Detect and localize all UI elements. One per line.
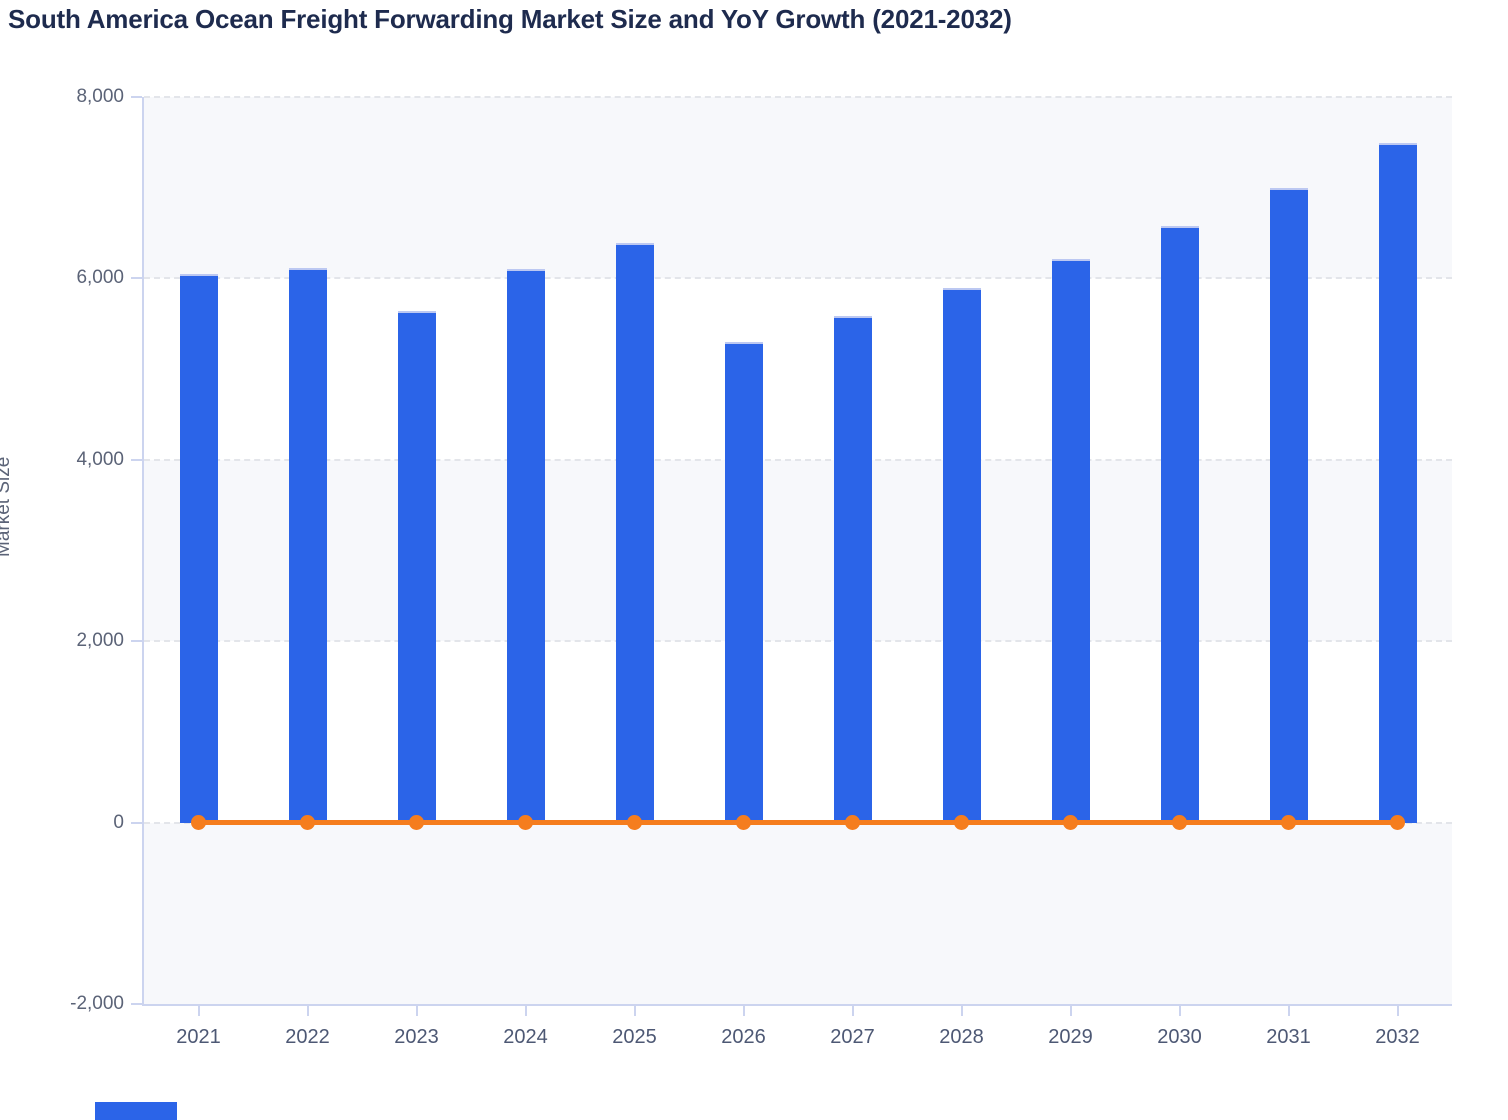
y-tick-label: -2,000: [70, 993, 124, 1014]
bar-2028[interactable]: [942, 288, 981, 823]
x-tick-label-2022: 2022: [285, 1026, 330, 1048]
bar-2023[interactable]: [397, 311, 436, 823]
x-tick-mark: [960, 1006, 963, 1016]
bar-2030[interactable]: [1160, 225, 1199, 823]
gridline: [144, 96, 1452, 98]
x-tick-mark: [1396, 1006, 1399, 1016]
bar-2029[interactable]: [1051, 259, 1090, 823]
x-axis-line: [142, 1004, 1452, 1006]
gridline: [144, 640, 1452, 643]
x-tick-label-2024: 2024: [503, 1026, 548, 1048]
bar-2032[interactable]: [1378, 143, 1417, 823]
x-tick-label-2030: 2030: [1157, 1026, 1202, 1048]
x-tick-mark: [197, 1006, 200, 1016]
y-tick-mark: [131, 1003, 142, 1005]
y-tick-mark: [131, 277, 142, 280]
x-tick-label-2025: 2025: [612, 1026, 657, 1048]
y-tick-label: 0: [113, 811, 124, 833]
x-tick-label-2028: 2028: [939, 1026, 984, 1048]
y-tick-label: 8,000: [76, 86, 124, 107]
bar-2022[interactable]: [288, 268, 327, 823]
y-tick-label: 4,000: [76, 448, 124, 470]
yoy-point-2027[interactable]: [845, 815, 860, 831]
gridline: [144, 458, 1452, 461]
plot-band: [144, 459, 1452, 642]
gridline: [144, 277, 1452, 280]
y-tick-label: 2,000: [76, 630, 124, 652]
yoy-point-2022[interactable]: [300, 815, 315, 831]
plot-area: 8,000 6,000 4,000 2,000 0 -2,000 2021 2022 2023…: [70, 86, 1452, 1048]
yoy-point-2029[interactable]: [1063, 815, 1078, 831]
chart-title: South America Ocean Freight Forwarding M…: [8, 4, 1012, 34]
x-tick-label-2027: 2027: [830, 1026, 875, 1048]
bar-2026[interactable]: [724, 341, 763, 823]
x-tick-mark: [851, 1006, 854, 1016]
y-tick-label: 6,000: [76, 267, 124, 289]
yoy-point-2032[interactable]: [1390, 815, 1405, 831]
yoy-point-2025[interactable]: [627, 815, 642, 831]
x-tick-mark: [524, 1006, 527, 1016]
bar-2024[interactable]: [506, 269, 545, 823]
x-tick-label-2023: 2023: [394, 1026, 439, 1048]
x-tick-mark: [1287, 1006, 1290, 1016]
bar-2025[interactable]: [615, 243, 654, 823]
x-tick-label-2032: 2032: [1375, 1026, 1420, 1048]
bar-2027[interactable]: [833, 315, 872, 823]
y-tick-mark: [131, 821, 142, 824]
x-tick-mark: [1069, 1006, 1072, 1016]
yoy-point-2031[interactable]: [1281, 815, 1296, 831]
x-tick-label-2031: 2031: [1266, 1026, 1311, 1048]
yoy-point-2030[interactable]: [1172, 815, 1187, 831]
y-axis-title: Market Size: [0, 456, 14, 557]
x-tick-label-2026: 2026: [721, 1026, 766, 1048]
yoy-point-2024[interactable]: [518, 815, 533, 831]
bar-2021[interactable]: [179, 273, 218, 823]
plot-band: [144, 822, 1452, 1004]
x-tick-mark: [306, 1006, 309, 1016]
yoy-growth-line: [198, 820, 1398, 826]
yoy-point-2021[interactable]: [191, 815, 206, 831]
x-tick-mark: [633, 1006, 636, 1016]
y-axis-line: [142, 97, 144, 1004]
x-tick-mark: [742, 1006, 745, 1016]
brand-logo-mark: [95, 1102, 177, 1120]
plot-band: [144, 97, 1452, 279]
bar-2031[interactable]: [1269, 187, 1308, 823]
x-tick-label-2029: 2029: [1048, 1026, 1093, 1048]
x-tick-mark: [1178, 1006, 1181, 1016]
yoy-point-2028[interactable]: [954, 815, 969, 831]
yoy-point-2026[interactable]: [736, 815, 751, 831]
y-tick-mark: [131, 640, 142, 643]
yoy-point-2023[interactable]: [409, 815, 424, 831]
x-tick-label-2021: 2021: [176, 1026, 221, 1048]
x-tick-mark: [415, 1006, 418, 1016]
y-tick-mark: [131, 458, 142, 461]
y-tick-mark: [131, 96, 142, 98]
